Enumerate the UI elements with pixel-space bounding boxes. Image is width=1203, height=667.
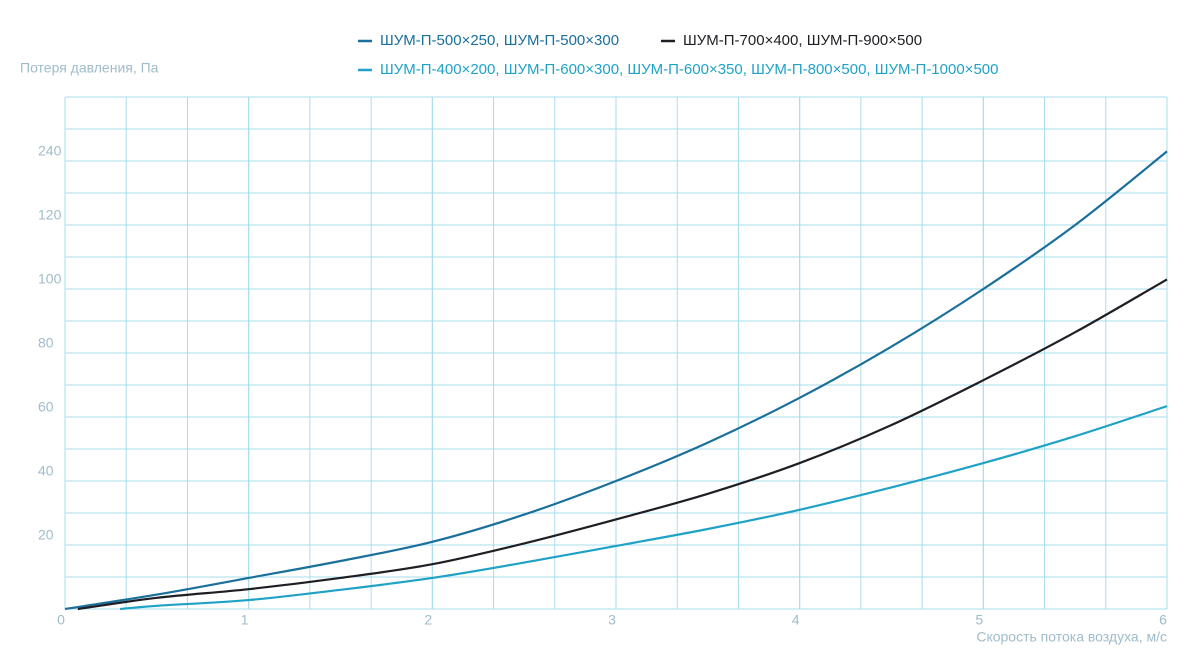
x-tick-label: 6 — [1159, 612, 1167, 628]
y-tick-label: 240 — [38, 143, 62, 159]
series-line — [120, 405, 1168, 611]
y-tick-label: 100 — [38, 271, 62, 287]
x-tick-label: 1 — [241, 612, 249, 628]
x-tick-label: 5 — [975, 612, 983, 628]
legend-label: ШУМ-П-400×200, ШУМ-П-600×300, ШУМ-П-600×… — [380, 61, 998, 78]
series-line — [77, 278, 1168, 611]
y-tick-label: 80 — [38, 335, 54, 351]
x-axis-label: Скорость потока воздуха, м/с — [976, 629, 1167, 645]
y-axis-label: Потеря давления, Па — [20, 60, 159, 76]
y-tick-label: 40 — [38, 463, 54, 479]
legend-label: ШУМ-П-500×250, ШУМ-П-500×300 — [380, 32, 619, 49]
y-tick-label: 60 — [38, 399, 54, 415]
x-tick-label: 0 — [57, 612, 65, 628]
x-tick-label: 3 — [608, 612, 616, 628]
x-tick-label: 2 — [424, 612, 432, 628]
legend-label: ШУМ-П-700×400, ШУМ-П-900×500 — [683, 32, 922, 49]
x-tick-label: 4 — [792, 612, 800, 628]
y-tick-label: 20 — [38, 527, 54, 543]
series-line — [64, 150, 1168, 611]
y-tick-label: 120 — [38, 207, 62, 223]
